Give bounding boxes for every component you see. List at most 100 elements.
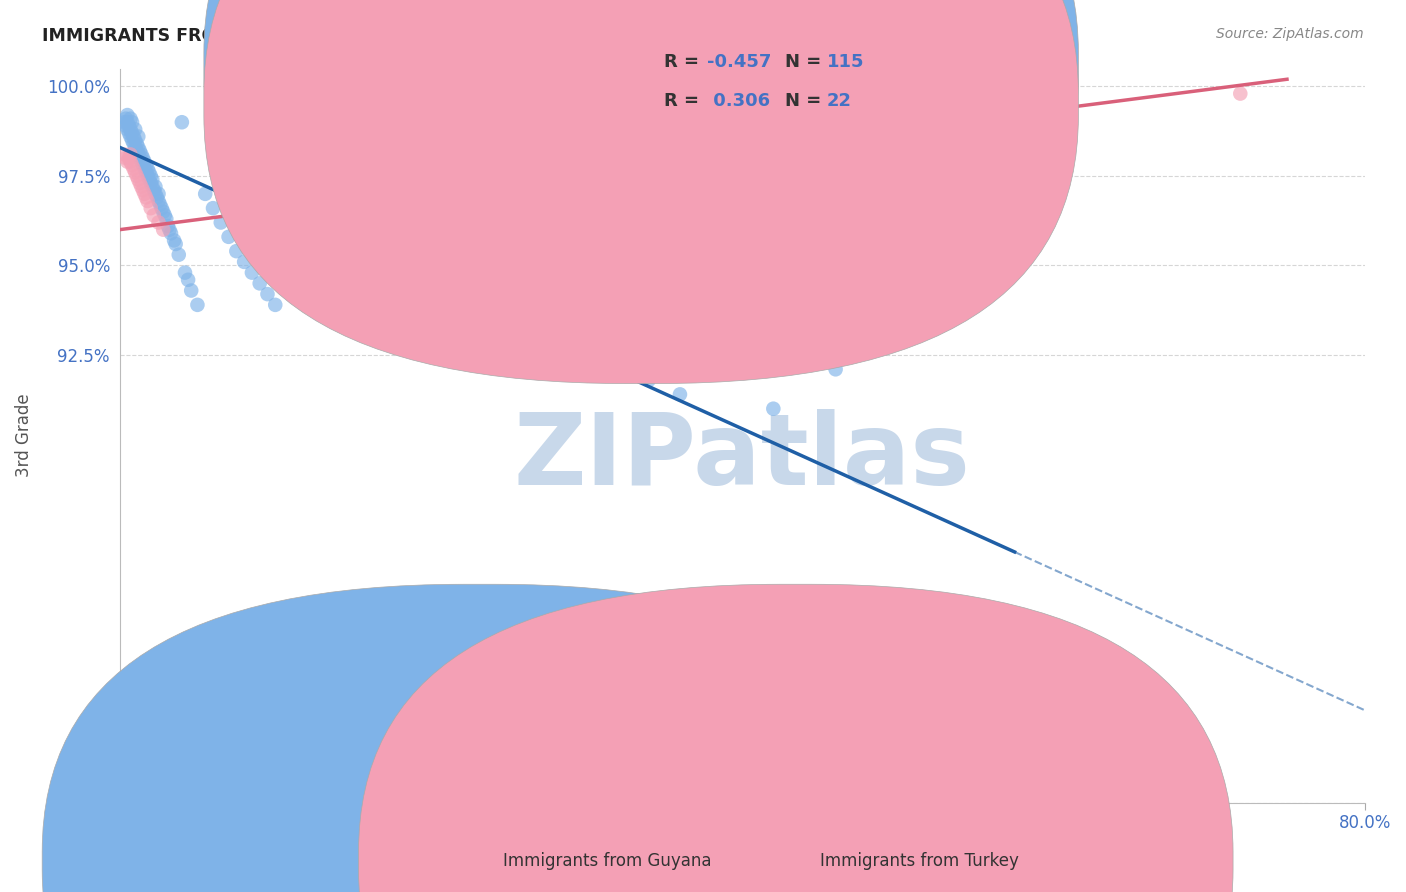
Text: 22: 22	[827, 92, 852, 110]
Point	[544, 234, 567, 248]
Point	[134, 161, 156, 176]
Point	[167, 248, 190, 262]
Point	[762, 401, 785, 416]
Point	[127, 140, 149, 154]
Point	[128, 176, 150, 190]
Point	[903, 222, 925, 236]
Point	[669, 259, 692, 273]
Point	[148, 194, 170, 208]
Point	[118, 119, 141, 133]
Point	[124, 165, 146, 179]
Point	[824, 241, 846, 255]
Point	[513, 222, 536, 236]
Point	[606, 262, 628, 277]
Point	[373, 287, 395, 301]
Point	[120, 154, 142, 169]
Point	[357, 277, 380, 291]
Point	[134, 186, 156, 201]
Point	[233, 255, 256, 269]
Point	[138, 165, 160, 179]
Point	[225, 244, 247, 259]
Point	[121, 126, 143, 140]
Point	[121, 158, 143, 172]
Point	[152, 204, 174, 219]
Point	[134, 154, 156, 169]
Point	[1229, 87, 1251, 101]
Point	[249, 277, 271, 291]
Point	[135, 158, 157, 172]
Point	[731, 319, 754, 334]
Point	[145, 186, 167, 201]
Text: -0.457: -0.457	[707, 54, 772, 71]
Point	[127, 172, 149, 186]
Point	[872, 186, 894, 201]
Point	[121, 133, 143, 147]
Point	[824, 362, 846, 376]
Point	[127, 147, 149, 161]
Point	[142, 208, 165, 222]
Point	[716, 287, 738, 301]
Point	[388, 301, 411, 316]
Point	[124, 122, 146, 136]
Text: 0.306: 0.306	[707, 92, 770, 110]
Point	[218, 229, 240, 244]
Point	[141, 179, 163, 194]
Point	[132, 158, 155, 172]
Point	[118, 151, 141, 165]
Point	[194, 186, 217, 201]
Point	[731, 301, 754, 316]
Point	[404, 316, 426, 330]
Point	[148, 186, 170, 201]
Point	[120, 147, 142, 161]
Point	[138, 172, 160, 186]
Point	[120, 122, 142, 136]
Text: Immigrants from Turkey: Immigrants from Turkey	[820, 852, 1018, 870]
Text: IMMIGRANTS FROM GUYANA VS IMMIGRANTS FROM TURKEY 3RD GRADE CORRELATION CHART: IMMIGRANTS FROM GUYANA VS IMMIGRANTS FRO…	[42, 27, 969, 45]
Point	[152, 222, 174, 236]
Point	[419, 330, 441, 344]
Point	[115, 119, 138, 133]
Point	[669, 291, 692, 305]
Point	[122, 136, 145, 151]
Point	[148, 215, 170, 229]
Point	[280, 204, 302, 219]
Point	[117, 115, 139, 129]
Point	[149, 197, 172, 211]
Point	[163, 234, 186, 248]
Point	[122, 161, 145, 176]
Point	[793, 348, 815, 362]
Point	[311, 234, 333, 248]
Point	[544, 316, 567, 330]
Point	[157, 222, 180, 236]
Point	[117, 108, 139, 122]
Point	[115, 112, 138, 126]
Point	[142, 183, 165, 197]
Point	[949, 291, 972, 305]
Point	[637, 373, 659, 387]
Point	[295, 219, 318, 233]
Text: R =: R =	[664, 54, 704, 71]
Point	[135, 165, 157, 179]
Point	[177, 273, 200, 287]
Point	[131, 147, 153, 161]
Point	[139, 176, 162, 190]
Point	[614, 359, 637, 373]
Point	[669, 387, 692, 401]
Text: N =: N =	[785, 92, 827, 110]
Point	[131, 179, 153, 194]
Point	[180, 284, 202, 298]
Point	[793, 222, 815, 236]
Point	[160, 226, 183, 240]
Point	[209, 215, 232, 229]
Point	[153, 208, 176, 222]
Point	[124, 133, 146, 147]
Point	[326, 248, 349, 262]
Point	[156, 219, 179, 233]
Point	[568, 330, 591, 344]
Point	[700, 305, 723, 319]
Point	[125, 136, 148, 151]
Point	[124, 140, 146, 154]
Point	[136, 169, 159, 183]
Point	[150, 201, 173, 215]
Text: ZIPatlas: ZIPatlas	[513, 409, 970, 506]
